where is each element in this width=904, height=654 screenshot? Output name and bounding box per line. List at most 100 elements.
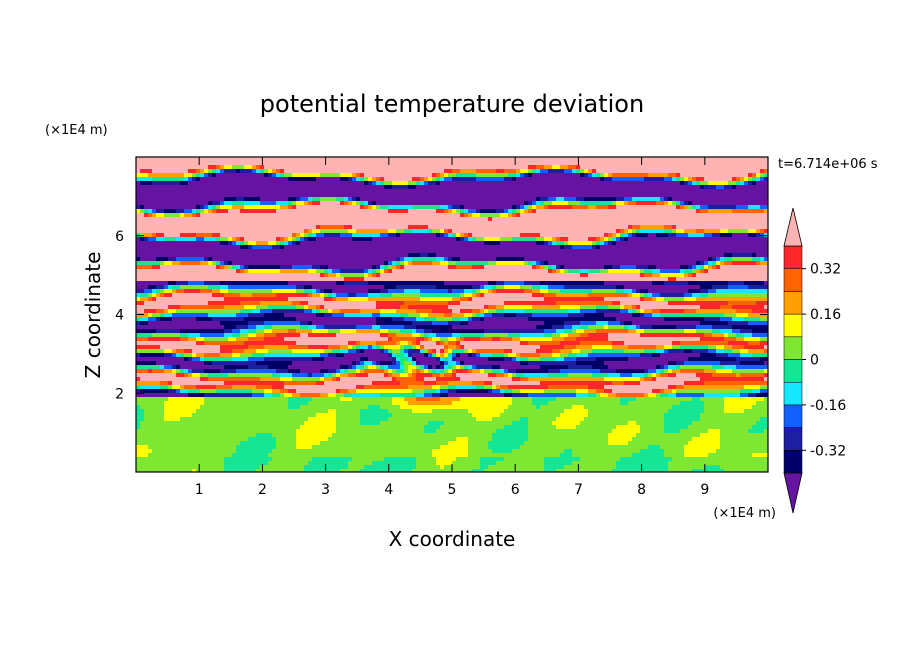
field-cell <box>464 165 469 170</box>
field-cell <box>596 169 601 174</box>
field-cell <box>172 273 177 278</box>
field-cell <box>352 185 357 190</box>
field-cell <box>652 169 657 174</box>
field-cell <box>308 217 313 222</box>
field-cell <box>264 165 269 170</box>
field-cell <box>184 177 189 182</box>
field-cell <box>236 193 241 198</box>
field-cell <box>228 181 233 186</box>
field-cell <box>552 221 557 226</box>
field-cell <box>516 221 521 226</box>
field-cell <box>480 209 485 214</box>
field-cell <box>320 229 325 234</box>
field-cell <box>764 277 768 282</box>
field-cell <box>536 209 541 214</box>
field-cell <box>472 173 477 178</box>
field-cell <box>660 253 665 258</box>
field-cell <box>740 173 745 178</box>
field-cell <box>224 249 229 254</box>
field-cell <box>280 237 285 242</box>
field-cell <box>436 157 441 162</box>
field-cell <box>624 157 629 162</box>
field-cell <box>240 165 245 170</box>
field-cell <box>616 249 621 254</box>
field-cell <box>500 177 505 182</box>
field-cell <box>320 269 325 274</box>
field-cell <box>700 189 705 194</box>
field-cell <box>756 217 761 222</box>
field-cell <box>312 213 317 218</box>
field-cell <box>200 181 205 186</box>
field-cell <box>756 173 761 178</box>
field-cell <box>632 265 637 270</box>
field-cell <box>764 197 768 202</box>
field-cell <box>192 273 197 278</box>
field-cell <box>624 177 629 182</box>
field-cell <box>332 165 337 170</box>
field-cell <box>620 221 625 226</box>
field-cell <box>760 201 765 206</box>
field-cell <box>740 249 745 254</box>
field-cell <box>308 157 313 162</box>
field-cell <box>284 241 289 246</box>
field-cell <box>600 157 605 162</box>
field-cell <box>432 273 437 278</box>
field-cell <box>512 209 517 214</box>
field-cell <box>524 213 529 218</box>
field-cell <box>700 201 705 206</box>
field-cell <box>308 249 313 254</box>
field-cell <box>596 221 601 226</box>
field-cell <box>692 165 697 170</box>
field-cell <box>520 281 525 286</box>
field-cell <box>552 237 557 242</box>
field-cell <box>368 185 373 190</box>
field-cell <box>604 205 609 210</box>
field-cell <box>732 157 737 162</box>
field-cell <box>424 245 429 250</box>
field-cell <box>464 177 469 182</box>
field-cell <box>312 165 317 170</box>
field-cell <box>376 197 381 202</box>
field-cell <box>544 261 549 266</box>
field-cell <box>744 277 749 282</box>
field-cell <box>652 233 657 238</box>
field-cell <box>688 273 693 278</box>
field-cell <box>456 161 461 166</box>
field-cell <box>700 217 705 222</box>
field-cell <box>580 161 585 166</box>
field-cell <box>408 237 413 242</box>
field-cell <box>244 225 249 230</box>
field-cell <box>384 245 389 250</box>
field-cell <box>676 209 681 214</box>
field-cell <box>588 241 593 246</box>
field-cell <box>476 213 481 218</box>
field-cell <box>756 185 761 190</box>
field-cell <box>584 253 589 258</box>
field-cell <box>492 197 497 202</box>
field-cell <box>176 157 181 162</box>
field-cell <box>148 209 153 214</box>
field-cell <box>408 229 413 234</box>
field-cell <box>452 161 457 166</box>
field-cell <box>360 265 365 270</box>
field-cell <box>472 245 477 250</box>
field-cell <box>156 193 161 198</box>
field-cell <box>468 225 473 230</box>
field-cell <box>536 169 541 174</box>
field-cell <box>248 169 253 174</box>
field-cell <box>272 233 277 238</box>
field-cell <box>268 257 273 262</box>
field-cell <box>328 177 333 182</box>
field-cell <box>560 181 565 186</box>
field-cell <box>636 197 641 202</box>
field-cell <box>328 253 333 258</box>
field-cell <box>648 201 653 206</box>
field-cell <box>228 177 233 182</box>
field-cell <box>624 217 629 222</box>
field-cell <box>508 213 513 218</box>
field-cell <box>148 273 153 278</box>
field-cell <box>388 273 393 278</box>
field-cell <box>136 249 141 254</box>
field-cell <box>344 249 349 254</box>
field-cell <box>192 217 197 222</box>
